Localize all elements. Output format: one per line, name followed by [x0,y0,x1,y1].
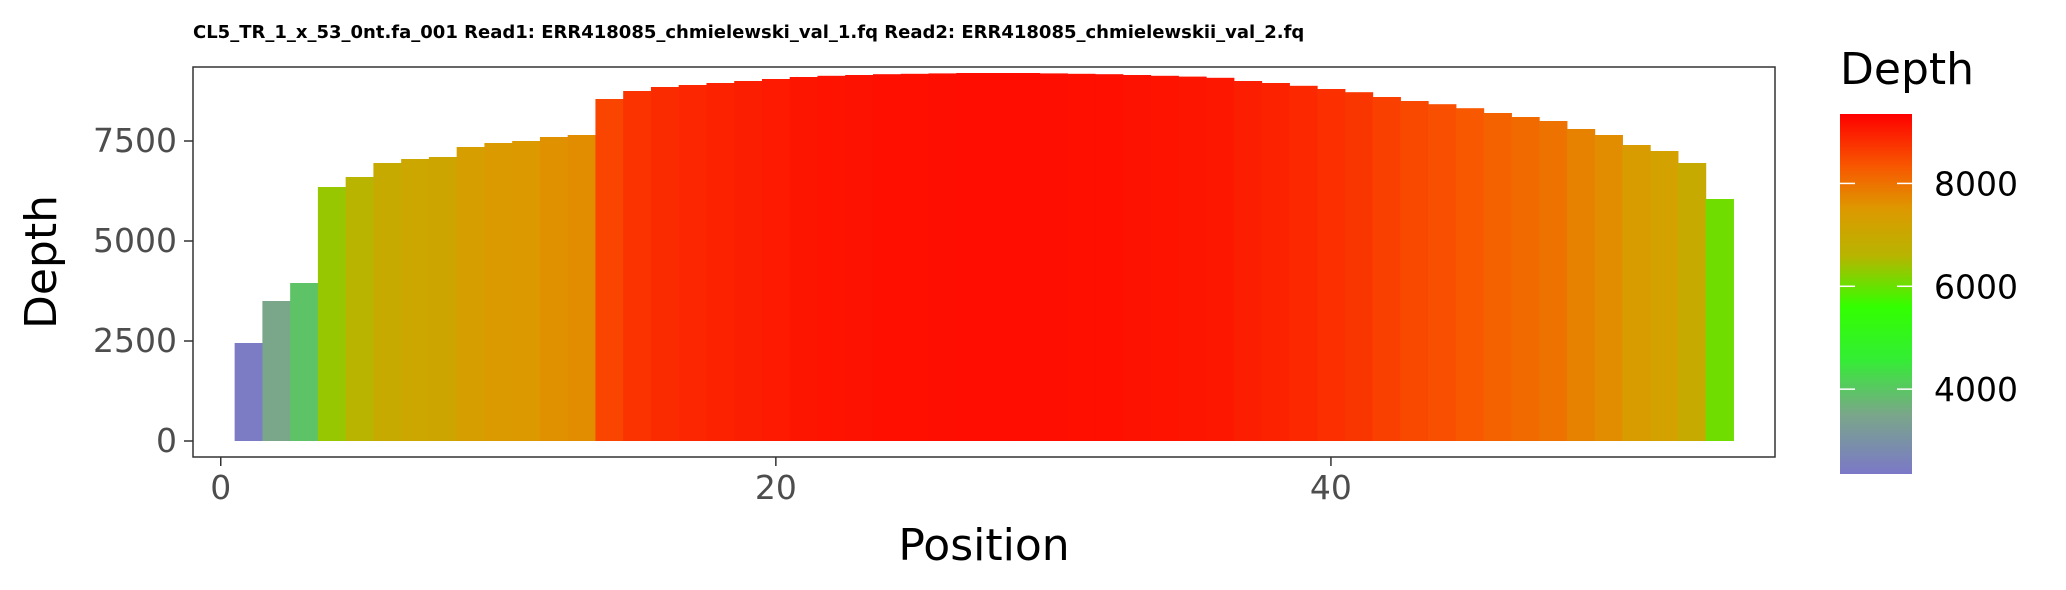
y-tick-label: 0 [156,421,177,460]
x-tick-label: 20 [755,468,797,507]
bar [567,135,597,441]
bar [428,157,458,441]
bar [1483,113,1512,441]
bar [1511,117,1540,441]
bar [317,187,347,441]
bar [1317,89,1346,441]
plot-panel-border [192,66,1776,458]
bar [845,75,874,441]
bar [1261,83,1290,441]
bar [928,73,957,442]
x-axis-title: Position [898,520,1069,571]
y-axis: 0 2500 5000 7500 [93,121,193,460]
legend-tick-label: 4000 [1934,370,2018,409]
bar [290,283,319,441]
legend-ticks: 4000 6000 8000 [1840,164,2018,409]
legend-title: Depth [1840,44,1974,95]
chart-title: CL5_TR_1_x_53_0nt.fa_001 Read1: ERR41808… [193,22,1304,43]
bar [817,75,846,442]
bar [1677,163,1707,441]
bar [1344,92,1374,441]
legend: Depth 4000 6000 8000 [1840,44,2018,474]
bar [1622,145,1651,441]
bar [345,177,374,441]
bar [1539,121,1568,441]
x-tick-label: 0 [210,468,231,507]
bar [401,159,430,441]
bar [650,87,680,441]
bar [1705,199,1734,441]
y-tick-label: 5000 [93,221,177,260]
bar [734,81,763,441]
bar [484,143,513,441]
legend-colorbar [1840,114,1912,474]
bar [956,73,985,441]
bar [456,147,486,441]
bar [1594,135,1623,441]
bar [1095,74,1124,441]
bar [1178,76,1207,441]
bar [1233,81,1263,441]
bar [789,77,819,441]
bar [1455,108,1485,441]
bar [623,91,652,441]
bar [1372,97,1401,441]
bar [1039,73,1068,442]
bar [1206,77,1235,442]
bar [1650,151,1679,441]
bar [1150,75,1179,442]
bar [595,99,624,441]
bar [512,141,541,441]
y-tick-label: 7500 [93,121,177,160]
bar [900,73,930,442]
bar [872,74,902,441]
bar [373,163,402,441]
bar [234,343,263,441]
bar [678,85,708,441]
bar [1122,75,1152,441]
bar [984,73,1013,441]
bar [1400,101,1429,441]
bar [1011,73,1041,441]
bar [1566,129,1596,441]
y-tick-label: 2500 [93,321,177,360]
bar [706,83,735,441]
y-axis-title: Depth [16,195,67,329]
bar [539,137,569,441]
bar [1067,73,1096,442]
bar [262,301,291,441]
legend-tick-label: 8000 [1934,164,2018,203]
bar [1428,104,1457,441]
bar [761,79,791,441]
legend-tick-label: 6000 [1934,267,2018,306]
x-tick-label: 40 [1310,468,1352,507]
x-axis: 0 20 40 [210,457,1352,507]
bar-series [234,73,1734,442]
bar [1289,85,1318,442]
